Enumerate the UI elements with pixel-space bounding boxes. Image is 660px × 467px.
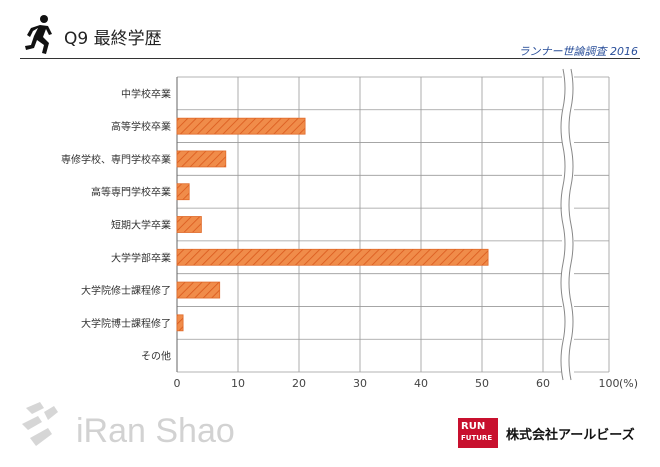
x-tick-label: 60 — [536, 377, 550, 390]
survey-name: ランナー世論調査 2016 — [518, 45, 639, 58]
company-logo: RUN FUTURE 株式会社アールビーズ — [458, 418, 648, 448]
category-label: 高等専門学校卒業 — [91, 186, 171, 199]
header: Q9 最終学歴 ランナー世論調査 2016 — [0, 0, 660, 60]
bar — [176, 150, 227, 168]
bar — [176, 281, 221, 299]
x-tick-label: 100 — [599, 377, 620, 390]
bar-chart: 0 10 20 30 40 50 60 100 (%) 中学校卒業高等学校卒業専修学校、専門学校卒… — [61, 68, 638, 390]
category-label: 高等学校卒業 — [111, 120, 171, 133]
run-badge-line2: FUTURE — [461, 434, 493, 442]
category-label: その他 — [141, 350, 171, 363]
x-tick-label: 20 — [292, 377, 306, 390]
category-label: 大学院修士課程修了 — [81, 284, 171, 297]
header-divider — [20, 58, 640, 59]
run-badge: RUN FUTURE — [458, 418, 498, 448]
axis-break-line — [568, 68, 574, 381]
bar — [176, 117, 306, 135]
category-label: 中学校卒業 — [121, 87, 171, 100]
category-label: 短期大学卒業 — [111, 219, 171, 232]
x-tick-label: 50 — [475, 377, 489, 390]
x-tick-label: 0 — [174, 377, 181, 390]
bar — [176, 314, 184, 332]
company-name: 株式会社アールビーズ — [506, 428, 635, 443]
iranshao-logo: iRan Shao — [22, 402, 235, 450]
x-tick-label: 40 — [414, 377, 428, 390]
category-label: 大学学部卒業 — [111, 251, 171, 264]
category-label: 専修学校、専門学校卒業 — [61, 153, 171, 166]
question-title: Q9 最終学歴 — [64, 29, 162, 49]
brand-text: iRan Shao — [76, 412, 235, 450]
axis-break-line — [560, 68, 566, 381]
runner-icon — [25, 15, 52, 54]
bar — [176, 216, 202, 233]
bar — [176, 248, 489, 266]
run-badge-line1: RUN — [461, 421, 486, 432]
x-tick-label: 30 — [353, 377, 367, 390]
x-tick-label: 10 — [231, 377, 245, 390]
x-unit-label: (%) — [619, 377, 638, 390]
category-label: 大学院博士課程修了 — [81, 317, 171, 330]
bar — [176, 183, 190, 201]
